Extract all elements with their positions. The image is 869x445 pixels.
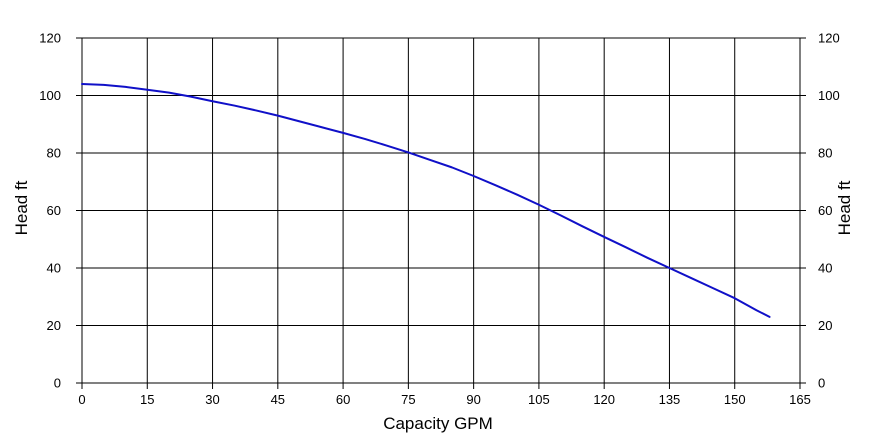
x-axis-title: Capacity GPM [383,414,493,433]
x-tick-label: 30 [205,392,219,407]
x-tick-label: 0 [78,392,85,407]
grid-lines [81,37,801,384]
y-axis-left: 0 20 40 60 80 100 120 [39,31,82,391]
y-tick-label-left: 20 [47,318,61,333]
x-axis: 0 15 30 45 60 75 90 105 120 135 150 165 [78,383,811,407]
y-tick-label-right: 100 [818,88,840,103]
y-tick-label-right: 0 [818,376,825,391]
y-tick-label-left: 80 [47,146,61,161]
y-tick-label-left: 60 [47,203,61,218]
x-tick-label: 45 [271,392,285,407]
y-tick-label-left: 40 [47,261,61,276]
y-tick-label-right: 40 [818,261,832,276]
y-tick-label-right: 60 [818,203,832,218]
y-tick-label-left: 120 [39,31,61,46]
x-tick-label: 90 [466,392,480,407]
y-tick-label-left: 100 [39,88,61,103]
y-axis-right: 0 20 40 60 80 100 120 [800,31,840,391]
x-tick-label: 105 [528,392,550,407]
y-tick-label-left: 0 [54,376,61,391]
x-tick-label: 75 [401,392,415,407]
x-tick-label: 165 [789,392,811,407]
y-axis-title-left: Head ft [12,180,31,235]
x-tick-label: 15 [140,392,154,407]
y-axis-title-right: Head ft [835,180,854,235]
x-tick-label: 135 [659,392,681,407]
series-line [81,83,771,318]
x-tick-label: 60 [336,392,350,407]
y-tick-label-right: 120 [818,31,840,46]
y-tick-label-right: 20 [818,318,832,333]
x-tick-label: 150 [724,392,746,407]
x-tick-label: 120 [593,392,615,407]
y-tick-label-right: 80 [818,146,832,161]
